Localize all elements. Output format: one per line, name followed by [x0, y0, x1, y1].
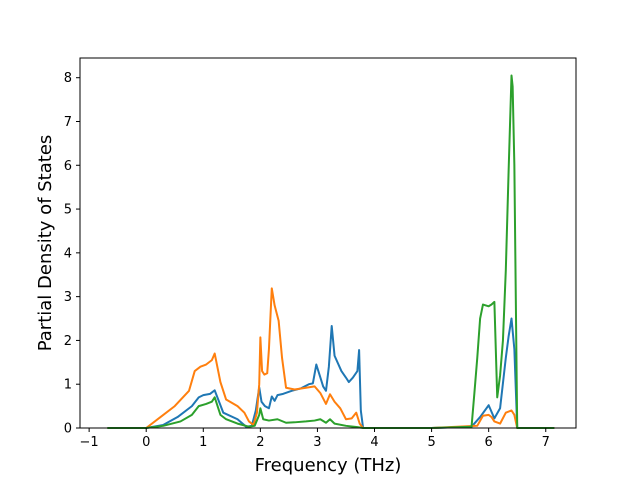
y-tick-label: 4 — [64, 246, 72, 261]
x-tick-label: 3 — [313, 435, 321, 450]
x-tick-label: 6 — [485, 435, 493, 450]
series-line-1 — [107, 317, 555, 429]
series-line-2 — [107, 287, 555, 429]
x-tick-label: 1 — [199, 435, 207, 450]
y-tick-label: 8 — [64, 71, 72, 86]
x-tick-label: 5 — [427, 435, 435, 450]
x-tick-label: 0 — [142, 435, 150, 450]
axis-ticks: −1 0 1 2 3 4 5 6 7 0 1 2 3 4 5 6 7 8 — [64, 71, 550, 450]
y-tick-label: 7 — [64, 115, 72, 130]
x-tick-label: 2 — [256, 435, 264, 450]
y-tick-label: 1 — [64, 378, 72, 393]
y-tick-label: 6 — [64, 159, 72, 174]
x-tick-label: 7 — [542, 435, 550, 450]
x-tick-label: −1 — [80, 435, 99, 450]
plot-frame — [79, 57, 577, 429]
x-tick-label: 4 — [370, 435, 378, 450]
y-tick-label: 2 — [64, 334, 72, 349]
x-axis-label: Frequency (THz) — [255, 455, 402, 476]
y-tick-label: 5 — [64, 203, 72, 218]
series-lines — [107, 74, 555, 429]
y-tick-label: 0 — [64, 422, 72, 437]
y-axis-label: Partial Density of States — [35, 135, 56, 352]
y-tick-label: 3 — [64, 290, 72, 305]
series-line-3 — [107, 74, 555, 429]
